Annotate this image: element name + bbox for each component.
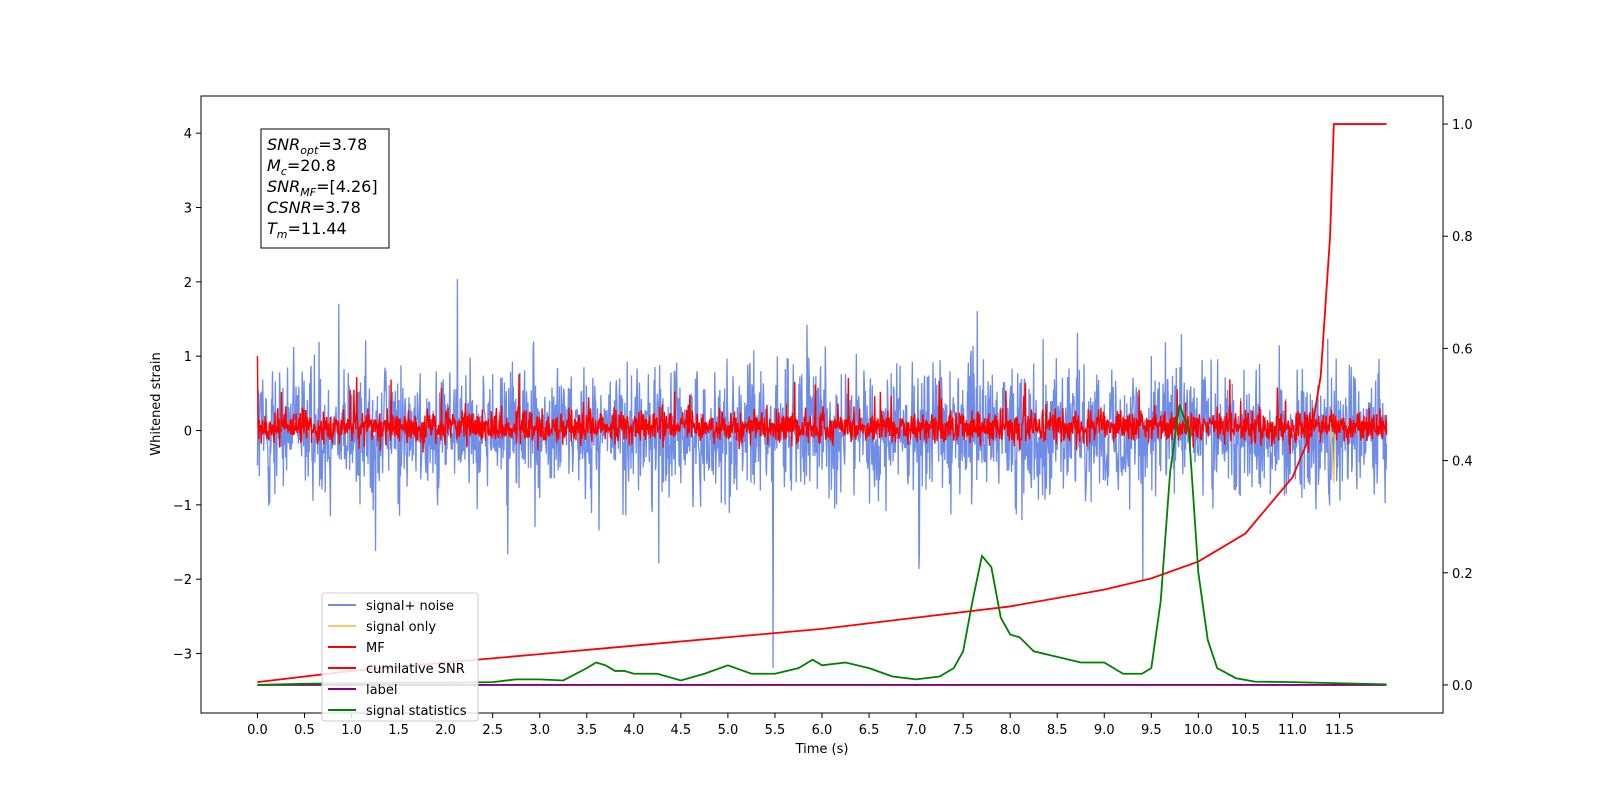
- x-tick-label: 6.5: [859, 723, 880, 738]
- x-tick-label: 10.0: [1184, 723, 1213, 738]
- x-tick-label: 8.0: [1000, 723, 1021, 738]
- x-tick-label: 9.0: [1094, 723, 1115, 738]
- x-tick-label: 9.5: [1141, 723, 1162, 738]
- x-tick-label: 7.0: [906, 723, 927, 738]
- annotation-line: SNRMF=[4.26]: [267, 177, 378, 199]
- y-tick-label: 1: [184, 350, 192, 365]
- legend-label: signal only: [366, 620, 436, 635]
- x-tick-label: 5.5: [765, 723, 786, 738]
- legend-label: label: [366, 683, 397, 698]
- x-tick-label: 4.0: [623, 723, 644, 738]
- x-tick-label: 1.0: [341, 723, 362, 738]
- x-tick-label: 0.0: [247, 723, 268, 738]
- y2-tick-label: 0.8: [1452, 230, 1473, 245]
- annotation-line: CSNR=3.78: [267, 198, 361, 217]
- x-tick-label: 6.0: [812, 723, 833, 738]
- x-tick-label: 3.5: [576, 723, 597, 738]
- y-axis-title: Whitened strain: [149, 352, 164, 455]
- y2-tick-label: 0.2: [1452, 567, 1473, 582]
- y-tick-label: −3: [173, 648, 192, 663]
- y2-tick-label: 0.4: [1452, 455, 1473, 470]
- y-tick-label: −1: [173, 499, 192, 514]
- x-tick-label: 2.0: [435, 723, 456, 738]
- x-tick-label: 11.5: [1325, 723, 1354, 738]
- y-tick-label: 2: [184, 276, 192, 291]
- signal-noise-line: [256, 279, 1388, 668]
- annotation-frame: [260, 128, 390, 249]
- x-tick-label: 3.0: [529, 723, 550, 738]
- y2-tick-label: 0.6: [1452, 342, 1473, 357]
- cumulative-snr-line: [257, 123, 1387, 684]
- x-tick-label: 4.5: [671, 723, 692, 738]
- annotation-line: Tm=11.44: [267, 219, 347, 241]
- annotation-line: Mc=20.8: [267, 156, 336, 178]
- x-tick-label: 0.5: [294, 723, 315, 738]
- legend-label: MF: [366, 641, 385, 656]
- plot-area: [256, 123, 1388, 686]
- y-tick-label: −2: [173, 573, 192, 588]
- x-tick-label: 7.5: [953, 723, 974, 738]
- legend-label: signal+ noise: [366, 599, 454, 614]
- x-tick-label: 11.0: [1278, 723, 1307, 738]
- legend-label: signal statistics: [366, 704, 467, 719]
- annotation-line: SNRopt=3.78: [267, 135, 367, 157]
- legend: signal+ noise signal only MF cumilative SNR…: [321, 592, 479, 722]
- y2-tick-label: 0.0: [1452, 679, 1473, 694]
- x-tick-label: 10.5: [1231, 723, 1260, 738]
- mf-line: [256, 356, 1388, 454]
- y-tick-label: 0: [184, 425, 192, 440]
- legend-frame: [321, 592, 479, 722]
- signal-statistics-line: [257, 404, 1387, 686]
- x-axis-title: Time (s): [795, 742, 849, 757]
- y-tick-label: 4: [184, 127, 192, 142]
- legend-label: cumilative SNR: [366, 662, 465, 677]
- axes: 0.0 0.5 1.0 1.5 2.0 2.5 3.0 3.5 4.0 4.5 5.0 5.5 6.0 6…: [173, 95, 1473, 738]
- y-tick-label: 3: [184, 202, 192, 217]
- x-tick-label: 8.5: [1047, 723, 1068, 738]
- x-tick-label: 5.0: [718, 723, 739, 738]
- x-tick-label: 1.5: [388, 723, 409, 738]
- x-tick-label: 2.5: [482, 723, 503, 738]
- y2-tick-label: 1.0: [1452, 118, 1473, 133]
